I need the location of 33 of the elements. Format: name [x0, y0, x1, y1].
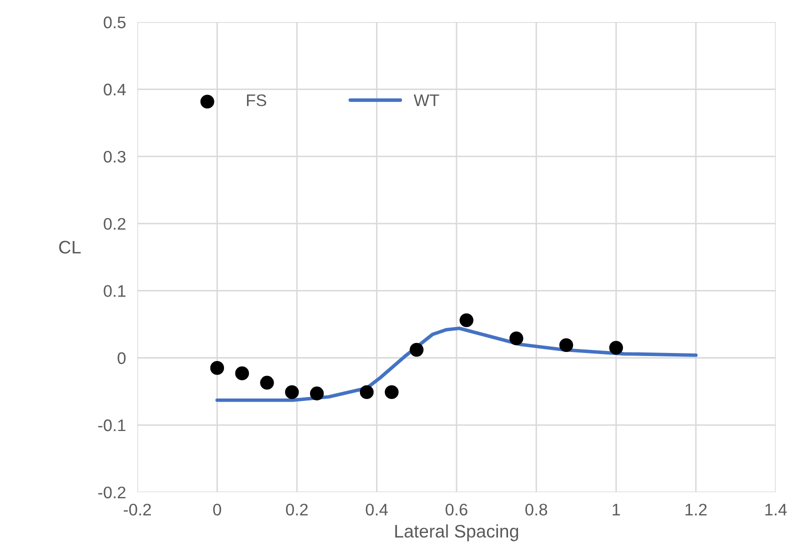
y-tick-label: 0 [118, 352, 126, 364]
point [460, 313, 474, 328]
point [210, 361, 224, 375]
x-tick-label: -0.2 [124, 504, 151, 516]
point [285, 385, 299, 400]
x-tick-label: 1 [612, 504, 620, 516]
y-tick-label: 0.2 [104, 218, 126, 230]
x-tick-label: 1.4 [765, 504, 787, 516]
y-tick-label: 0.1 [104, 285, 126, 297]
y-tick-label: -0.1 [98, 419, 126, 432]
point [559, 338, 574, 352]
point [360, 385, 374, 400]
x-tick-label: 0.2 [286, 504, 308, 516]
point [310, 386, 324, 400]
point [384, 385, 399, 400]
point [410, 342, 424, 357]
point [609, 340, 624, 355]
y-tick-label: -0.2 [98, 486, 126, 498]
y-tick-label: 0.5 [104, 16, 126, 28]
x-tick-label: 1.2 [686, 504, 707, 516]
point [260, 376, 274, 390]
legend-label: FS [247, 94, 266, 106]
point [509, 331, 524, 346]
legend-label: WT [414, 94, 440, 106]
y-tick-label: 0.4 [104, 84, 126, 96]
x-tick-label: 0.6 [446, 504, 468, 516]
point [235, 366, 249, 380]
x-axis-title: Lateral Spacing [395, 524, 518, 542]
x-tick-label: 0.4 [366, 504, 388, 516]
x-tick-label: 0 [213, 504, 222, 516]
y-axis-title: CL [59, 240, 81, 254]
x-tick-label: 0.8 [525, 504, 548, 516]
y-tick-label: 0.3 [104, 150, 126, 163]
